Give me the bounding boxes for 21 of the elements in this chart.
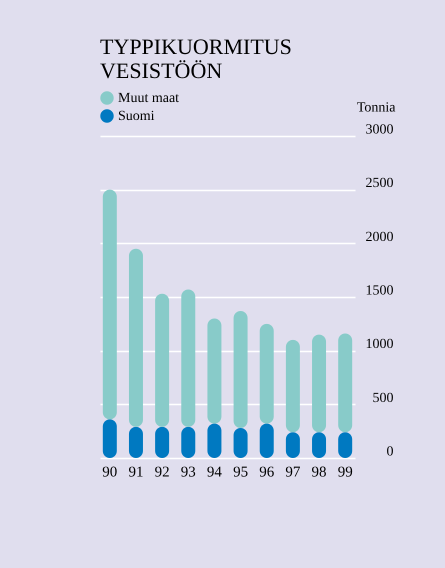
x-tick-label: 99	[338, 464, 353, 480]
x-tick-label: 92	[154, 464, 170, 480]
y-tick-label: 3000	[366, 122, 394, 138]
x-tick-label: 97	[285, 464, 301, 480]
chart-title: TYPPIKUORMITUS VESISTÖÖN	[100, 34, 292, 83]
y-tick-label: 1500	[366, 284, 394, 298]
x-tick-label: 94	[206, 464, 222, 480]
y-axis-title: Tonnia	[356, 100, 396, 116]
y-tick-label: 1000	[366, 337, 394, 352]
y-tick-label: 500	[372, 390, 394, 406]
x-tick-label: 95	[233, 464, 248, 480]
x-tick-label: 96	[259, 464, 275, 480]
legend-label: Muut maat	[118, 91, 180, 106]
legend-label: Suomi	[118, 109, 155, 124]
x-tick-label: 90	[102, 464, 118, 480]
y-tick-label: 0	[386, 444, 394, 460]
x-tick-label: 91	[128, 464, 144, 480]
x-tick-label: 93	[180, 464, 196, 480]
y-tick-label: 2500	[366, 176, 394, 192]
x-tick-label: 98	[312, 464, 327, 480]
y-tick-label: 2000	[366, 230, 394, 245]
